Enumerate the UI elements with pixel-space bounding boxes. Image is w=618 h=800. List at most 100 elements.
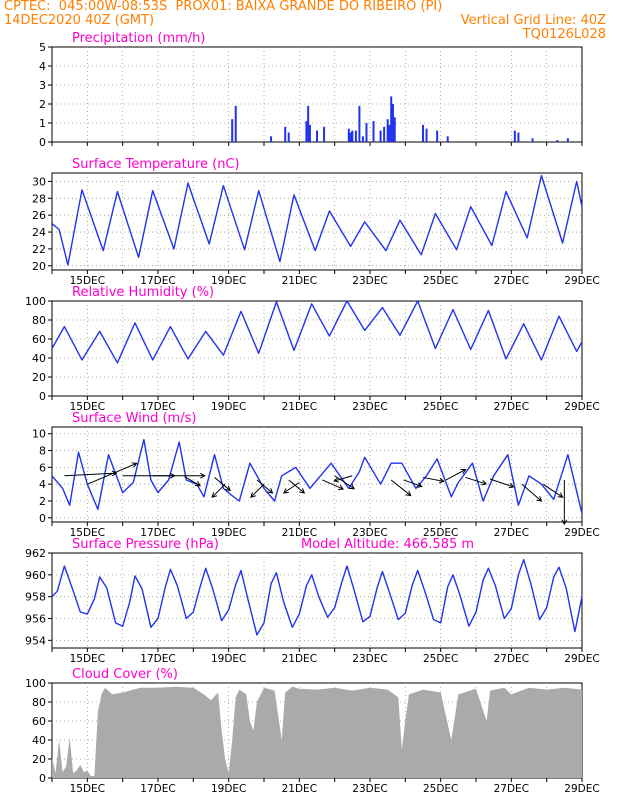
wind-arrowhead bbox=[267, 488, 274, 494]
x-tick-label: 21DEC bbox=[282, 783, 317, 795]
wind-arrow bbox=[256, 479, 273, 494]
y-tick-label: 960 bbox=[25, 569, 46, 582]
cloud-cover-title: Cloud Cover (%) bbox=[72, 667, 178, 682]
x-tick-label: 27DEC bbox=[494, 653, 529, 665]
temperature-title: Surface Temperature (nC) bbox=[72, 157, 240, 172]
precipitation-title: Precipitation (mm/h) bbox=[72, 31, 205, 46]
y-tick-label: 0 bbox=[39, 136, 46, 149]
wind-arrowhead bbox=[481, 479, 488, 486]
wind-arrowhead bbox=[225, 485, 231, 492]
x-tick-label: 19DEC bbox=[211, 275, 246, 287]
model-altitude-label: Model Altitude: 466.585 m bbox=[301, 537, 474, 552]
precipitation-bars bbox=[284, 126, 287, 142]
x-tick-label: 25DEC bbox=[423, 275, 458, 287]
wind-arrowhead bbox=[111, 470, 118, 477]
y-tick-label: 10 bbox=[32, 428, 46, 441]
header-model-id: TQ0126L028 bbox=[522, 27, 606, 42]
wind-arrow bbox=[333, 475, 353, 482]
x-tick-label: 29DEC bbox=[564, 527, 599, 539]
wind-arrow bbox=[250, 483, 265, 498]
precipitation-bars bbox=[316, 130, 318, 142]
x-tick-label: 25DEC bbox=[423, 401, 458, 413]
cloud-cover-area bbox=[52, 686, 582, 778]
wind-arrowhead bbox=[416, 482, 423, 488]
wind-arrow bbox=[214, 477, 231, 491]
x-tick-label: 21DEC bbox=[282, 527, 317, 539]
humidity-line bbox=[51, 300, 583, 364]
wind-title: Surface Wind (m/s) bbox=[72, 411, 196, 426]
x-tick-label: 27DEC bbox=[494, 527, 529, 539]
x-tick-label: 15DEC bbox=[70, 527, 105, 539]
x-tick-label: 29DEC bbox=[564, 275, 599, 287]
wind-arrow bbox=[211, 483, 226, 498]
wind-arrow bbox=[521, 483, 542, 502]
wind-arrow bbox=[403, 479, 422, 487]
x-tick-label: 19DEC bbox=[211, 401, 246, 413]
wind-arrowhead bbox=[195, 481, 202, 487]
x-tick-label: 15DEC bbox=[70, 275, 105, 287]
precipitation-bars bbox=[351, 130, 354, 142]
precipitation-bars bbox=[308, 124, 311, 142]
precipitation-bars bbox=[323, 126, 326, 142]
precipitation-bars bbox=[566, 138, 569, 142]
x-tick-label: 19DEC bbox=[211, 653, 246, 665]
precipitation-bars bbox=[383, 126, 386, 142]
wind-arrow bbox=[288, 479, 305, 494]
y-tick-label: 40 bbox=[32, 352, 46, 365]
precipitation-bars bbox=[361, 136, 364, 142]
precipitation-bars bbox=[365, 123, 368, 142]
y-tick-label: 20 bbox=[32, 753, 46, 766]
header-location: CPTEC: 045:00W-08:53S PROX01: BAIXA GRAN… bbox=[4, 0, 443, 14]
y-tick-label: 1 bbox=[39, 117, 46, 130]
x-tick-label: 17DEC bbox=[140, 527, 175, 539]
precipitation-bars bbox=[347, 128, 350, 142]
precipitation-bars bbox=[234, 105, 237, 142]
precipitation-bars bbox=[307, 105, 310, 142]
x-tick-label: 27DEC bbox=[494, 401, 529, 413]
panel-2: 20 22 24 26 28 30 15DEC 17DEC 19DEC 21DEC 23DEC 25D… bbox=[32, 157, 600, 287]
x-tick-label: 29DEC bbox=[564, 401, 599, 413]
precipitation-bars bbox=[349, 132, 352, 142]
y-tick-label: 20 bbox=[32, 371, 46, 384]
wind-arrowhead bbox=[557, 492, 564, 498]
x-tick-label: 23DEC bbox=[352, 527, 387, 539]
y-tick-label: 954 bbox=[25, 634, 46, 647]
precipitation-bars bbox=[231, 119, 234, 142]
wind-arrowhead bbox=[438, 477, 445, 484]
panel-frame bbox=[51, 172, 583, 271]
precipitation-bars bbox=[386, 119, 389, 142]
x-tick-label: 17DEC bbox=[140, 275, 175, 287]
wind-arrowhead bbox=[131, 462, 138, 468]
precipitation-bars bbox=[391, 104, 394, 142]
wind-arrowhead bbox=[282, 488, 289, 494]
temperature-line bbox=[51, 174, 583, 266]
y-tick-label: 6 bbox=[39, 461, 46, 474]
wind-arrowhead bbox=[333, 477, 340, 483]
y-tick-label: 30 bbox=[32, 175, 46, 188]
y-tick-label: 100 bbox=[25, 295, 46, 308]
precipitation-bars bbox=[446, 136, 449, 142]
wind-arrowhead bbox=[561, 519, 568, 526]
x-tick-label: 15DEC bbox=[70, 401, 105, 413]
wind-arrowhead bbox=[250, 492, 256, 498]
precipitation-bars bbox=[358, 105, 361, 142]
y-tick-label: 100 bbox=[25, 677, 46, 690]
precipitation-bars bbox=[270, 136, 273, 142]
panel-frame bbox=[51, 426, 583, 523]
x-tick-label: 29DEC bbox=[564, 653, 599, 665]
y-tick-label: 26 bbox=[32, 209, 46, 222]
pressure-title: Surface Pressure (hPa) bbox=[72, 537, 219, 552]
wind-arrowhead bbox=[405, 490, 412, 497]
x-tick-label: 19DEC bbox=[211, 527, 246, 539]
precipitation-bars bbox=[425, 128, 428, 142]
panel-1: 0 1 2 3 4 5 Precipitation (mm/h) bbox=[39, 31, 583, 149]
wind-arrowhead bbox=[536, 496, 543, 502]
y-tick-label: 0 bbox=[39, 390, 46, 403]
y-tick-label: 60 bbox=[32, 333, 46, 346]
x-tick-label: 17DEC bbox=[140, 653, 175, 665]
wind-arrow bbox=[64, 472, 117, 477]
humidity-title: Relative Humidity (%) bbox=[72, 285, 214, 300]
precipitation-bars bbox=[531, 138, 534, 142]
y-tick-label: 5 bbox=[39, 41, 46, 54]
